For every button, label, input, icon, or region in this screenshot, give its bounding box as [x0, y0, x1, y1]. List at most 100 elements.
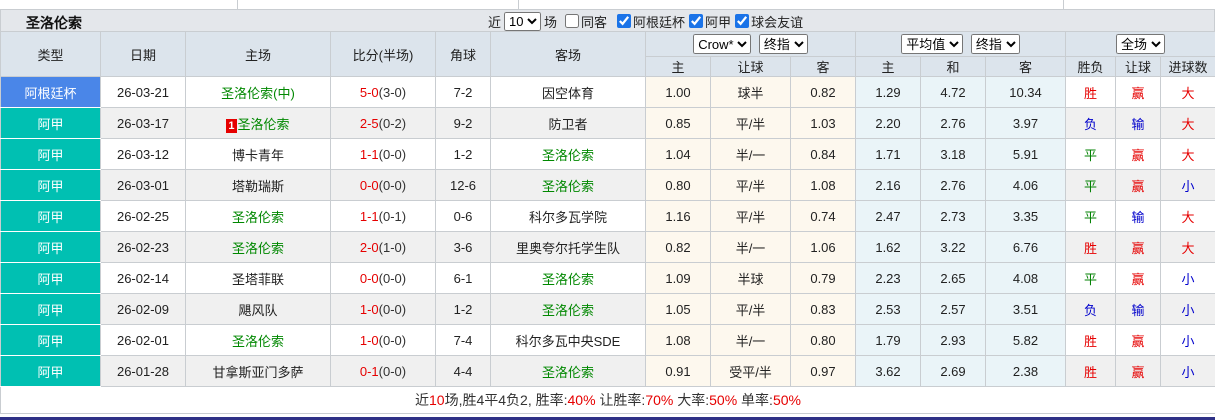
team-name: 圣洛伦索 — [231, 333, 284, 349]
europe-odds-group-header: 平均值 终指 — [854, 31, 1067, 57]
team-name: 甘拿斯亚门多萨 — [212, 364, 304, 380]
filter-primera-division-checkbox[interactable]: 阿甲 — [689, 12, 731, 31]
divider — [237, 0, 238, 9]
away-team-cell: 圣洛伦索 — [490, 138, 646, 170]
result-cell: 平 — [1065, 169, 1117, 201]
home-team-cell: 圣塔菲联 — [185, 262, 331, 294]
date-cell: 26-02-23 — [100, 231, 186, 263]
divider — [1063, 0, 1064, 9]
team-name: 圣洛伦索 — [541, 178, 594, 194]
europe-home-odds: 2.20 — [855, 107, 921, 139]
team-name: 飓风队 — [238, 302, 278, 318]
europe-home-odds: 2.53 — [855, 293, 921, 325]
home-team-cell: 甘拿斯亚门多萨 — [185, 355, 331, 387]
team-name: 圣洛伦索 — [541, 302, 594, 318]
europe-draw-odds: 2.65 — [920, 262, 986, 294]
date-cell: 26-02-14 — [100, 262, 186, 294]
europe-home-odds: 1.62 — [855, 231, 921, 263]
filter-club-friendly-checkbox[interactable]: 球会友谊 — [735, 12, 803, 31]
fulltime-score: 1-0 — [359, 301, 379, 317]
europe-draw-odds: 2.76 — [920, 169, 986, 201]
handicap-home-odds: 1.09 — [645, 262, 711, 294]
type-cell: 阿甲 — [0, 355, 101, 387]
checkbox-icon[interactable] — [617, 14, 632, 28]
subcol-result: 胜负 — [1065, 56, 1117, 77]
score-cell: 0-0(0-0) — [330, 169, 436, 201]
col-header-score: 比分(半场) — [330, 31, 436, 77]
team-name: 圣塔菲联 — [231, 271, 284, 287]
handicap-result-cell: 赢 — [1115, 355, 1162, 387]
handicap-line: 半/一 — [710, 231, 791, 263]
europe-home-odds: 2.47 — [855, 200, 921, 232]
europe-odds-type-select[interactable]: 终指 — [970, 34, 1020, 54]
top-strip — [0, 0, 1215, 9]
handicap-away-odds: 1.08 — [790, 169, 856, 201]
handicap-odds-type-select[interactable]: 终指 — [758, 34, 808, 54]
checkbox-icon[interactable] — [565, 14, 580, 28]
europe-company-select[interactable]: 平均值 — [901, 34, 964, 54]
handicap-company-select[interactable]: Crow* — [693, 34, 752, 54]
handicap-result-cell: 赢 — [1115, 138, 1162, 170]
recent-count-select[interactable]: 10 — [504, 11, 542, 31]
europe-draw-odds: 3.18 — [920, 138, 986, 170]
europe-away-odds: 3.97 — [984, 107, 1067, 139]
score-cell: 0-0(0-0) — [330, 262, 436, 294]
summary-stat-segment: 10 — [429, 392, 445, 408]
score-cell: 2-5(0-2) — [330, 107, 436, 139]
result-scope-select[interactable]: 全场 — [1116, 34, 1166, 54]
goals-result-cell: 大 — [1160, 138, 1215, 170]
handicap-home-odds: 0.80 — [645, 169, 711, 201]
handicap-away-odds: 0.84 — [790, 138, 856, 170]
europe-draw-odds: 3.22 — [920, 231, 986, 263]
fulltime-score: 0-1 — [359, 363, 379, 379]
handicap-away-odds: 0.83 — [790, 293, 856, 325]
goals-result-cell: 小 — [1160, 324, 1215, 356]
header-row-groups: 类型 日期 主场 比分(半场) 角球 客场 Crow* 终指 平均值 — [0, 31, 1215, 77]
result-cell: 胜 — [1065, 324, 1117, 356]
filter-same-venue-checkbox[interactable]: 同客 — [565, 12, 607, 31]
checkbox-icon[interactable] — [735, 14, 750, 28]
team-name: 圣洛伦索 — [541, 147, 594, 163]
home-team-cell: 博卡青年 — [185, 138, 331, 170]
home-team-cell: 圣洛伦索 — [185, 231, 331, 263]
handicap-home-odds: 1.00 — [645, 76, 711, 108]
summary-stat-segment: 单率: — [737, 392, 773, 408]
handicap-result-cell: 赢 — [1115, 76, 1162, 108]
summary-stats: 近10场,胜4平4负2, 胜率:40% 让胜率:70% 大率:50% 单率:50… — [0, 386, 1215, 414]
europe-home-odds: 1.71 — [855, 138, 921, 170]
subcol-europe-home: 主 — [855, 56, 921, 77]
halftime-score: (0-0) — [378, 301, 407, 317]
handicap-result-cell: 赢 — [1115, 231, 1162, 263]
handicap-line: 半/一 — [710, 138, 791, 170]
type-cell: 阿甲 — [0, 293, 101, 325]
away-team-cell: 圣洛伦索 — [490, 169, 646, 201]
type-cell: 阿甲 — [0, 169, 101, 201]
checkbox-icon[interactable] — [689, 14, 704, 28]
date-cell: 26-03-01 — [100, 169, 186, 201]
team-name: 圣洛伦索 — [541, 364, 594, 380]
matches-label: 场 — [544, 14, 558, 30]
result-group-header: 全场 — [1065, 31, 1215, 57]
col-header-away: 客场 — [490, 31, 646, 77]
europe-home-odds: 2.16 — [855, 169, 921, 201]
handicap-home-odds: 1.08 — [645, 324, 711, 356]
subcol-handicap-home: 主 — [645, 56, 711, 77]
handicap-line: 平/半 — [710, 293, 791, 325]
team-name: 博卡青年 — [231, 147, 284, 163]
type-cell: 阿甲 — [0, 262, 101, 294]
team-name: 塔勒瑞斯 — [231, 178, 284, 194]
halftime-score: (0-1) — [378, 208, 407, 224]
divider — [518, 0, 519, 9]
corner-cell: 6-1 — [435, 262, 491, 294]
type-cell: 阿甲 — [0, 138, 101, 170]
europe-away-odds: 5.82 — [984, 324, 1067, 356]
result-cell: 平 — [1065, 138, 1117, 170]
home-team-cell: 圣洛伦索 — [185, 324, 331, 356]
filter-argentina-cup-checkbox[interactable]: 阿根廷杯 — [617, 12, 685, 31]
corner-cell: 1-2 — [435, 293, 491, 325]
score-cell: 0-1(0-0) — [330, 355, 436, 387]
halftime-score: (3-0) — [378, 84, 407, 100]
score-cell: 1-0(0-0) — [330, 324, 436, 356]
europe-away-odds: 3.51 — [984, 293, 1067, 325]
